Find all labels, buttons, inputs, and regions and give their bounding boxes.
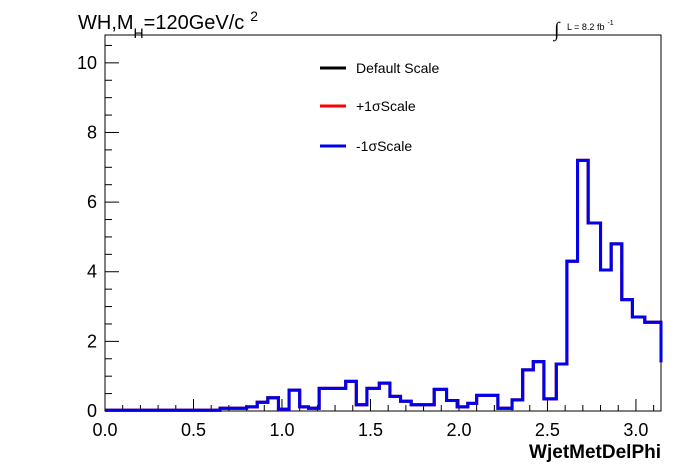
y-tick-label: 4 bbox=[87, 262, 97, 282]
x-axis: 0.0 0.5 1.0 1.5 2.0 2.5 3.0 bbox=[92, 399, 655, 440]
lumi-label: L = 8.2 fb -1 bbox=[567, 20, 614, 32]
x-tick-label: 1.0 bbox=[269, 420, 294, 440]
chart-title: WH,MH=120GeV/c 2 bbox=[78, 8, 258, 41]
x-tick-label: 2.5 bbox=[535, 420, 560, 440]
title-subscript: H bbox=[134, 25, 144, 41]
y-tick-label: 8 bbox=[87, 122, 97, 142]
y-tick-label: 0 bbox=[87, 401, 97, 421]
lumi-text: L = 8.2 fb bbox=[567, 22, 604, 32]
x-tick-label: 0.5 bbox=[181, 420, 206, 440]
plot-frame bbox=[104, 34, 662, 412]
legend: Default Scale +1σScale -1σScale bbox=[320, 60, 439, 154]
y-tick-label: 6 bbox=[87, 192, 97, 212]
lumi-integral-symbol: ∫ bbox=[552, 19, 561, 42]
legend-entry: Default Scale bbox=[356, 60, 439, 76]
title-prefix: WH,M bbox=[78, 12, 134, 34]
x-tick-label: 3.0 bbox=[623, 420, 648, 440]
x-axis-label: WjetMetDelPhi bbox=[529, 442, 661, 463]
y-axis: 0 2 4 6 8 10 bbox=[77, 44, 119, 421]
x-tick-label: 2.0 bbox=[446, 420, 471, 440]
series-line-3 bbox=[105, 158, 663, 412]
lumi-superscript: -1 bbox=[607, 20, 613, 27]
y-tick-label: 10 bbox=[77, 53, 97, 73]
y-tick-label: 2 bbox=[87, 331, 97, 351]
legend-entry: -1σScale bbox=[356, 138, 412, 154]
title-main: =120GeV/c bbox=[144, 12, 245, 34]
title-superscript: 2 bbox=[250, 8, 258, 24]
legend-entry: +1σScale bbox=[356, 98, 416, 114]
x-tick-label: 1.5 bbox=[358, 420, 383, 440]
series-layer bbox=[105, 158, 663, 412]
x-tick-label: 0.0 bbox=[92, 420, 117, 440]
